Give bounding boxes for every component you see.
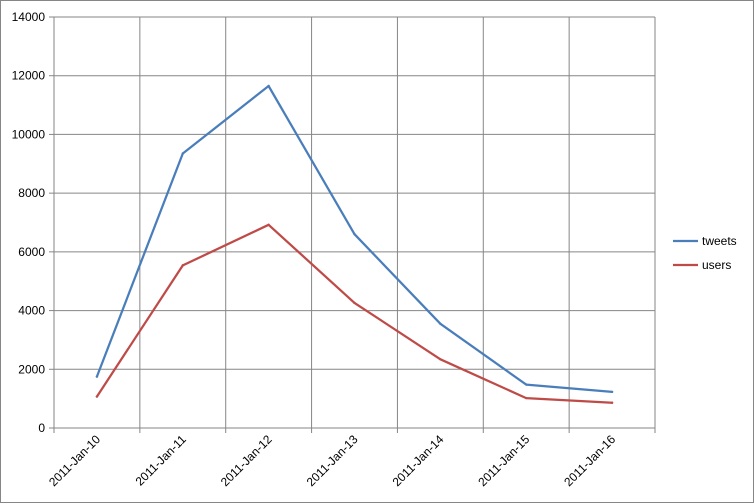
data-point-tweets <box>610 390 614 394</box>
x-tick-label: 2011-Jan-16 <box>561 432 618 489</box>
data-point-users <box>95 395 99 398</box>
data-point-tweets <box>439 322 442 325</box>
y-tick-label: 4000 <box>18 304 45 318</box>
x-tick-label: 2011-Jan-10 <box>46 432 103 489</box>
x-tick-label: 2011-Jan-15 <box>475 432 532 489</box>
y-tick-label: 2000 <box>18 362 45 376</box>
series-line-tweets <box>95 84 614 394</box>
legend-label-tweets: tweets <box>702 234 737 248</box>
axis-layer: 0 2000 4000 6000 8000 10000 12000 14000 2011-Jan… <box>12 10 656 489</box>
y-tick-label: 6000 <box>18 245 45 259</box>
x-tick-label: 2011-Jan-11 <box>133 432 190 489</box>
data-point-tweets <box>267 84 270 88</box>
data-point-tweets <box>353 233 356 236</box>
y-tick-label: 14000 <box>12 10 46 24</box>
y-tick-label: 10000 <box>12 127 46 141</box>
data-point-users <box>267 223 270 227</box>
x-tick-label: 2011-Jan-13 <box>304 432 361 489</box>
data-point-tweets <box>181 152 184 155</box>
data-point-users <box>439 358 442 361</box>
data-point-users <box>181 264 184 267</box>
data-point-users <box>525 396 528 400</box>
data-point-users <box>353 301 356 305</box>
legend: tweets users <box>673 234 737 272</box>
data-point-tweets <box>95 375 99 378</box>
data-point-users <box>610 401 614 404</box>
y-tick-label: 8000 <box>18 186 45 200</box>
x-tick-label: 2011-Jan-12 <box>218 432 275 489</box>
data-point-tweets <box>525 383 528 386</box>
y-tick-label: 0 <box>38 421 45 435</box>
y-tick-label: 12000 <box>12 69 46 83</box>
legend-label-users: users <box>702 258 731 272</box>
grid-layer <box>54 16 656 428</box>
x-tick-label: 2011-Jan-14 <box>390 432 447 489</box>
series-layer <box>95 84 614 404</box>
